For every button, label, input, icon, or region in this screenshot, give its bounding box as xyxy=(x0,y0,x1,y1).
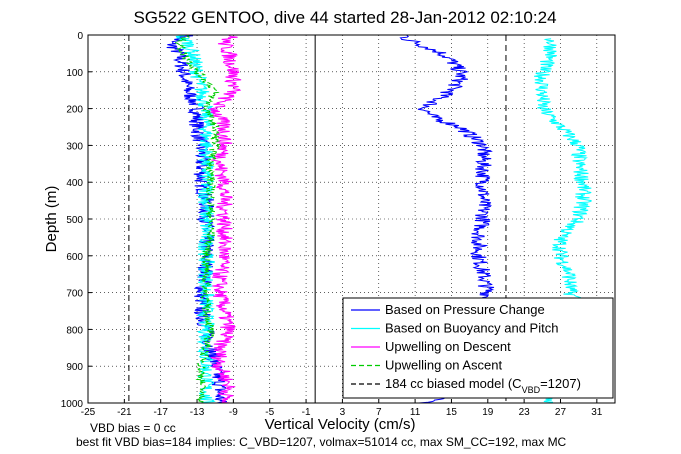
x-tick-label: 31 xyxy=(591,407,603,418)
legend-label: Upwelling on Descent xyxy=(385,339,511,354)
y-tick-label: 200 xyxy=(66,105,83,116)
y-axis-label: Depth (m) xyxy=(43,186,60,253)
legend-box xyxy=(342,297,614,399)
x-tick-label: 7 xyxy=(376,407,382,418)
legend: Based on Pressure Change Based on Buoyanc… xyxy=(342,297,614,399)
series-line xyxy=(208,35,242,404)
x-tick-label: 19 xyxy=(482,407,494,418)
series-line xyxy=(175,34,216,404)
y-tick-label: 100 xyxy=(66,68,83,79)
y-tick-label: 0 xyxy=(77,31,83,42)
x-tick-labels: -25 -21 -17 -13 -9 -5 -1 3 7 11 15 19 23 27 31 xyxy=(81,407,603,418)
x-tick-label: -5 xyxy=(265,407,274,418)
x-tick-label: 11 xyxy=(410,407,421,418)
y-tick-label: 900 xyxy=(66,362,83,373)
x-tick-label: 3 xyxy=(340,407,346,418)
y-tick-label: 300 xyxy=(66,141,83,152)
x-tick-label: -13 xyxy=(190,407,205,418)
y-tick-label: 1000 xyxy=(61,399,84,410)
y-tick-label: 700 xyxy=(66,289,83,300)
y-tick-label: 800 xyxy=(66,325,83,336)
x-tick-label: 27 xyxy=(555,407,567,418)
legend-label: Based on Pressure Change xyxy=(385,302,545,317)
series-line xyxy=(174,34,221,404)
x-tick-label: -9 xyxy=(229,407,238,418)
chart-title: SG522 GENTOO, dive 44 started 28-Jan-201… xyxy=(133,8,556,27)
footer-bestfit: best fit VBD bias=184 implies: C_VBD=120… xyxy=(76,435,567,449)
series-layer xyxy=(128,34,592,404)
legend-label: Based on Buoyancy and Pitch xyxy=(385,321,558,336)
x-axis-label: Vertical Velocity (cm/s) xyxy=(265,416,416,433)
x-tick-label: -25 xyxy=(81,407,96,418)
x-tick-label: -17 xyxy=(153,407,168,418)
plot-frame xyxy=(87,34,616,404)
y-tick-label: 400 xyxy=(66,178,83,189)
x-tick-label: -1 xyxy=(302,407,311,418)
y-tick-label: 500 xyxy=(66,215,83,226)
x-tick-label: -21 xyxy=(117,407,132,418)
x-tick-label: 15 xyxy=(446,407,458,418)
x-tick-label: 23 xyxy=(519,407,531,418)
legend-label: Upwelling on Ascent xyxy=(385,358,502,373)
y-tick-labels: 0 100 200 300 400 500 600 700 800 900 1000 xyxy=(61,31,84,410)
footer-bias: VBD bias = 0 cc xyxy=(90,421,176,435)
y-tick-label: 600 xyxy=(66,252,83,263)
